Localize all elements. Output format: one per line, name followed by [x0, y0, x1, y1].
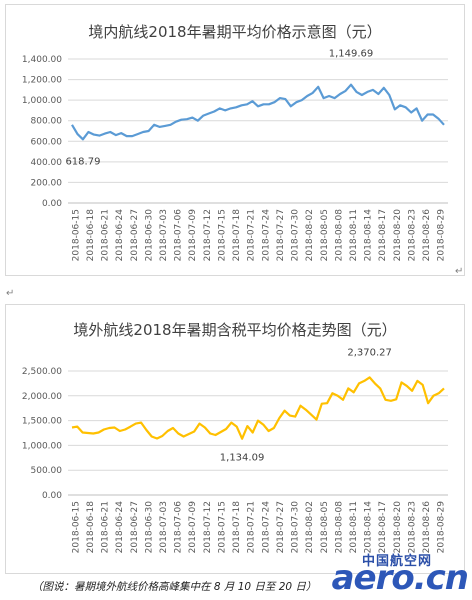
x-tick-label: 2018-07-03 — [159, 209, 169, 261]
y-tick-label: 2,500.00 — [22, 367, 62, 377]
x-tick-label: 2018-08-02 — [305, 501, 315, 553]
x-tick-label: 2018-08-14 — [364, 209, 374, 262]
y-tick-label: 0.00 — [42, 199, 62, 209]
x-tick-label: 2018-06-30 — [144, 209, 154, 262]
x-tick-label: 2018-06-27 — [130, 209, 140, 261]
x-tick-label: 2018-07-24 — [261, 209, 271, 262]
x-tick-label: 2018-08-08 — [334, 209, 344, 262]
y-tick-label: 1,400.00 — [22, 55, 62, 65]
x-tick-label: 2018-07-27 — [276, 501, 286, 553]
domestic-chart-panel: 境内航线2018年暑期平均价格示意图（元） 0.00 200.00 400.00 60… — [5, 4, 465, 276]
x-tick-label: 2018-08-02 — [305, 209, 315, 261]
y-tick-label: 1,000.00 — [22, 441, 62, 451]
x-tick-label: 2018-06-24 — [115, 209, 125, 262]
x-tick-label: 2018-06-21 — [101, 209, 111, 261]
watermark-en-text: aero.cn — [331, 558, 469, 598]
y-tick-label: 2,000.00 — [22, 392, 62, 402]
y-tick-label: 600.00 — [31, 137, 63, 147]
y-tick-label: 0.00 — [42, 491, 62, 501]
x-tick-label: 2018-07-18 — [232, 501, 242, 554]
watermark-cn-text: 中国航空网 — [361, 554, 432, 569]
x-tick-label: 2018-08-14 — [364, 501, 374, 554]
x-tick-label: 2018-07-12 — [203, 501, 213, 553]
x-tick-label: 2018-08-20 — [393, 501, 403, 554]
x-tick-label: 2018-07-21 — [247, 209, 257, 261]
x-tick-label: 2018-06-30 — [144, 501, 154, 554]
x-tick-label: 2018-08-23 — [407, 209, 417, 261]
x-tick-label: 2018-08-11 — [349, 209, 359, 261]
x-tick-label: 2018-07-21 — [247, 501, 257, 553]
x-tick-label: 2018-06-27 — [130, 501, 140, 553]
y-tick-label: 400.00 — [31, 158, 63, 168]
x-tick-label: 2018-08-17 — [378, 501, 388, 553]
x-tick-label: 2018-07-09 — [188, 209, 198, 262]
y-tick-label: 500.00 — [31, 466, 63, 476]
x-tick-label: 2018-06-15 — [71, 209, 81, 261]
x-tick-label: 2018-07-12 — [203, 209, 213, 261]
figure-caption: （图说：暑期境外航线价格高峰集中在 8 月 10 日至 20 日） — [32, 581, 317, 593]
x-tick-label: 2018-07-06 — [174, 501, 184, 554]
international-chart-panel: 境外航线2018年暑期含税平均价格走势图（元） 0.00 500.00 1,000.… — [5, 304, 465, 574]
y-tick-label: 1,500.00 — [22, 417, 62, 427]
max-value-label: 1,149.69 — [329, 49, 374, 60]
x-tick-label: 2018-06-18 — [86, 209, 96, 262]
x-tick-label: 2018-08-20 — [393, 209, 403, 262]
x-tick-label: 2018-08-23 — [407, 501, 417, 553]
x-tick-label: 2018-07-06 — [174, 209, 184, 262]
x-tick-label: 2018-08-29 — [437, 209, 447, 262]
y-tick-label: 1,200.00 — [22, 76, 62, 86]
x-tick-label: 2018-08-05 — [320, 501, 330, 553]
x-tick-label: 2018-08-08 — [334, 501, 344, 554]
series-line — [71, 83, 445, 141]
y-tick-label: 200.00 — [31, 178, 63, 188]
x-tick-label: 2018-07-09 — [188, 501, 198, 554]
x-tick-label: 2018-08-05 — [320, 209, 330, 261]
x-tick-label: 2018-07-30 — [291, 501, 301, 554]
x-tick-label: 2018-08-11 — [349, 501, 359, 553]
max-value-label: 2,370.27 — [347, 347, 392, 358]
y-tick-label: 1,000.00 — [22, 96, 62, 106]
international-chart-title: 境外航线2018年暑期含税平均价格走势图（元） — [73, 321, 397, 339]
x-tick-label: 2018-07-30 — [291, 209, 301, 262]
x-tick-label: 2018-06-18 — [86, 501, 96, 554]
y-tick-label: 800.00 — [31, 117, 63, 127]
x-tick-label: 2018-06-15 — [71, 501, 81, 553]
domestic-price-chart: 0.00 200.00 400.00 600.00 800.00 1,000.00 1,20… — [22, 49, 448, 262]
x-tick-label: 2018-08-29 — [437, 501, 447, 554]
paragraph-mark: ↵ — [455, 266, 464, 277]
x-tick-label: 2018-07-15 — [217, 209, 227, 261]
min-value-label: 618.79 — [65, 156, 100, 167]
x-tick-label: 2018-07-15 — [217, 501, 227, 553]
series-line — [71, 376, 445, 440]
paragraph-mark: ↵ — [6, 288, 15, 299]
x-tick-label: 2018-08-17 — [378, 209, 388, 261]
domestic-chart-title: 境内航线2018年暑期平均价格示意图（元） — [88, 23, 382, 41]
international-price-chart: 0.00 500.00 1,000.00 1,500.00 2,000.00 2,500.… — [22, 347, 448, 554]
x-tick-label: 2018-06-24 — [115, 501, 125, 554]
x-tick-label: 2018-06-21 — [101, 501, 111, 553]
x-tick-label: 2018-07-03 — [159, 501, 169, 553]
x-tick-label: 2018-07-24 — [261, 501, 271, 554]
min-value-label: 1,134.09 — [220, 453, 265, 464]
x-tick-label: 2018-08-26 — [422, 501, 432, 554]
aero-watermark-logo: 中国航空网 aero.cn — [316, 548, 472, 600]
x-tick-label: 2018-08-26 — [422, 209, 432, 262]
x-tick-label: 2018-07-27 — [276, 209, 286, 261]
x-tick-label: 2018-07-18 — [232, 209, 242, 262]
